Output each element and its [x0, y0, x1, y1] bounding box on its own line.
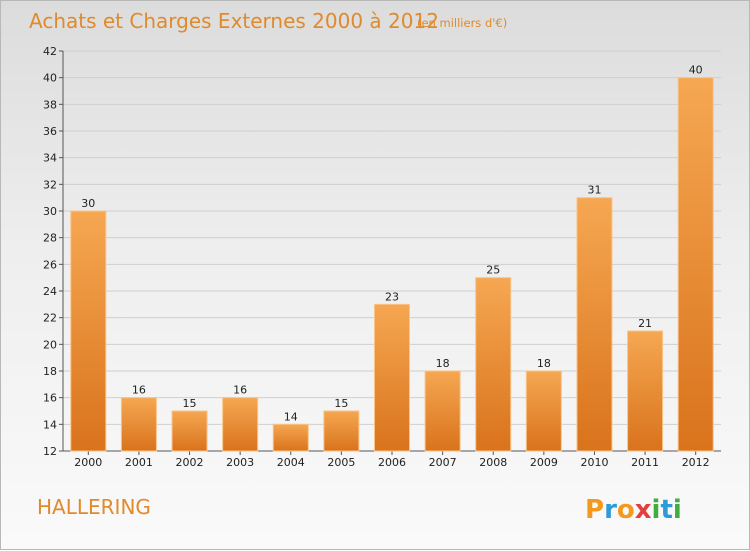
y-tick-label: 22	[43, 312, 57, 325]
bar-2012	[677, 77, 714, 452]
chart-subtitle: (en milliers d'€)	[417, 16, 507, 30]
y-tick-label: 40	[43, 72, 57, 85]
value-label-2007: 18	[436, 357, 450, 370]
x-tick-label-2007: 2007	[429, 456, 457, 469]
chart-title: Achats et Charges Externes 2000 à 2012	[29, 9, 439, 33]
logo-letter: t	[660, 495, 672, 525]
x-tick-label-2010: 2010	[580, 456, 608, 469]
bars: 30 16 15 16 14 15 23 18 25 18 31 21 40	[70, 64, 714, 452]
y-tick-label: 16	[43, 392, 57, 405]
value-label-2010: 31	[587, 184, 601, 197]
bar-2003	[222, 397, 259, 452]
place-name: HALLERING	[37, 495, 151, 519]
value-label-2006: 23	[385, 290, 399, 303]
value-label-2011: 21	[638, 317, 652, 330]
y-tick-label: 14	[43, 418, 57, 431]
y-tick-label: 32	[43, 178, 57, 191]
y-tick-label: 12	[43, 445, 57, 458]
y-tick-label: 28	[43, 232, 57, 245]
x-tick-label-2003: 2003	[226, 456, 254, 469]
x-tick-label-2001: 2001	[125, 456, 153, 469]
value-label-2012: 40	[689, 64, 703, 77]
y-tick-label: 42	[43, 45, 57, 58]
x-tick-label-2000: 2000	[74, 456, 102, 469]
bar-2004	[272, 423, 309, 452]
value-label-2000: 30	[81, 197, 95, 210]
bar-2007	[424, 370, 461, 452]
y-tick-label: 20	[43, 338, 57, 351]
y-tick-label: 24	[43, 285, 57, 298]
proxiti-logo: Proxiti	[585, 495, 682, 525]
logo-letter: P	[585, 495, 604, 525]
y-tick-label: 30	[43, 205, 57, 218]
logo-letter: r	[604, 495, 617, 525]
bar-2005	[323, 410, 360, 452]
bar-2002	[171, 410, 208, 452]
bar-2011	[627, 330, 664, 452]
value-label-2003: 16	[233, 384, 247, 397]
x-tick-label-2002: 2002	[176, 456, 204, 469]
y-tick-label: 26	[43, 258, 57, 271]
x-tick-label-2005: 2005	[327, 456, 355, 469]
bar-2001	[120, 397, 157, 452]
logo-letter: i	[652, 495, 661, 525]
value-label-2009: 18	[537, 357, 551, 370]
value-label-2004: 14	[284, 410, 298, 423]
x-tick-label-2008: 2008	[479, 456, 507, 469]
bar-2010	[576, 197, 613, 452]
y-tick-label: 38	[43, 98, 57, 111]
value-label-2005: 15	[334, 397, 348, 410]
value-label-2008: 25	[486, 264, 500, 277]
x-tick-label-2004: 2004	[277, 456, 305, 469]
x-tick-label-2011: 2011	[631, 456, 659, 469]
bar-2006	[374, 303, 410, 452]
value-label-2001: 16	[132, 384, 146, 397]
x-tick-label-2006: 2006	[378, 456, 406, 469]
x-tick-label-2009: 2009	[530, 456, 558, 469]
x-tick-label-2012: 2012	[682, 456, 710, 469]
y-tick-label: 36	[43, 125, 57, 138]
bar-2000	[70, 210, 107, 452]
value-label-2002: 15	[183, 397, 197, 410]
y-tick-label: 34	[43, 152, 57, 165]
bar-2009	[525, 370, 562, 452]
bar-2008	[475, 277, 512, 452]
logo-letter: i	[673, 495, 682, 525]
logo-letter: o	[617, 495, 635, 525]
y-tick-label: 18	[43, 365, 57, 378]
logo-letter: x	[635, 495, 652, 525]
